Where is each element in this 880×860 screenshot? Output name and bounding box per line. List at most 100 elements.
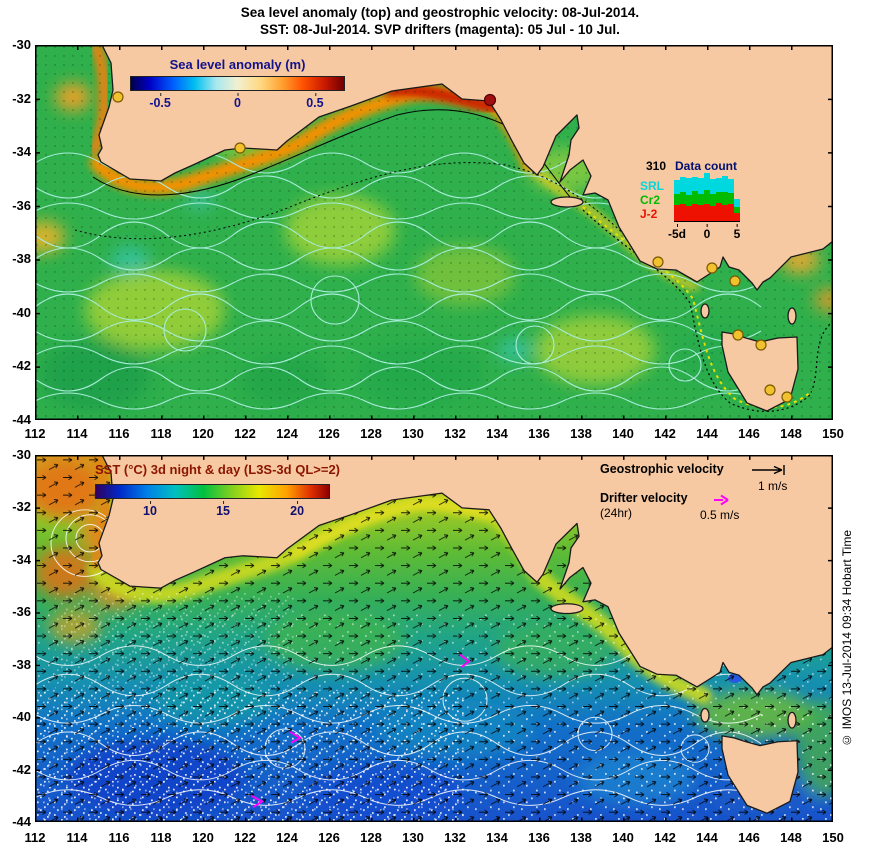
legend-srl: SRL	[640, 179, 664, 193]
sla-field-svg	[35, 45, 833, 420]
y-tick-label: -32	[12, 90, 31, 106]
data-count-max-value: 310	[646, 159, 667, 173]
x-tick-label: 126	[318, 426, 340, 441]
sla-colorbar-tick: -0.5	[149, 93, 171, 110]
x-tick-label: 144	[696, 830, 718, 845]
sla-colorbar-tick: 0	[234, 93, 241, 110]
sst-colorbar-tick: 20	[290, 501, 305, 518]
imos-watermark-text: © IMOS 13-Jul-2014 09:34 Hobart Time	[840, 530, 854, 747]
data-count-segment-j2	[728, 204, 734, 221]
data-count-segment-cr2	[728, 193, 734, 204]
sst-colorbar-title: SST (°C) 3d night & day (L3S-3d QL>=2)	[95, 462, 341, 477]
land-australia	[97, 455, 833, 814]
sst-map-x-axis: 112 114 116 118 120 122 124 126 128 130 132 134 136 1…	[14, 830, 854, 846]
x-tick-label: 130	[402, 830, 424, 845]
x-tick-label: 136	[528, 426, 550, 441]
x-tick-label: 140	[612, 426, 634, 441]
sla-colorbar-ticks: -0.5 0 0.5	[130, 93, 345, 110]
data-count-bar	[716, 178, 722, 221]
x-tick-label: 142	[654, 830, 676, 845]
sst-axes-frame	[35, 455, 833, 822]
x-tick-label: 134	[486, 426, 508, 441]
data-count-bar	[704, 173, 710, 221]
data-count-segment-srl	[734, 199, 740, 207]
legend-cr2: Cr2	[640, 193, 661, 207]
sst-colorbar	[95, 484, 330, 499]
y-tick-label: -34	[12, 144, 31, 160]
data-count-bar	[734, 199, 740, 221]
y-tick-label: -34	[12, 551, 31, 567]
y-tick-label: -30	[12, 447, 31, 462]
data-count-histogram	[674, 173, 740, 222]
legend-j2: J-2	[640, 207, 658, 221]
x-tick-label: 118	[150, 426, 172, 441]
sst-colorbar-tick: 15	[216, 501, 231, 518]
figure-title-line1: Sea level anomaly (top) and geostrophic …	[240, 5, 640, 20]
drifter-velocity-label: Drifter velocity	[600, 491, 688, 505]
x-tick-label: 150	[822, 426, 844, 441]
y-tick-label: -42	[12, 358, 31, 374]
x-tick-label: 148	[780, 426, 802, 441]
data-count-segment-cr2	[734, 207, 740, 213]
y-tick-label: -44	[12, 813, 31, 829]
drifter-scale-label: 0.5 m/s	[700, 508, 740, 522]
data-count-segment-srl	[728, 179, 734, 193]
x-tick-label: 128	[360, 426, 382, 441]
x-tick-label: 114	[66, 830, 88, 845]
data-count-segment-j2	[710, 206, 716, 221]
data-count-segment-srl	[674, 180, 680, 194]
x-tick-label: 120	[192, 830, 214, 845]
sla-colorbar	[130, 76, 345, 91]
data-count-bar	[686, 178, 692, 221]
data-count-segment-j2	[680, 204, 686, 221]
sst-map-y-axis: -30 -32 -34 -36 -38 -40 -42 -44	[0, 447, 31, 830]
data-count-segment-cr2	[722, 192, 728, 205]
geostrophic-arrow-icon	[752, 465, 785, 475]
drifter-arrow-icon	[714, 494, 729, 506]
y-tick-label: -38	[12, 656, 31, 672]
data-count-segment-srl	[710, 179, 716, 194]
data-count-segment-cr2	[716, 192, 722, 203]
drifter-markers	[112, 91, 793, 403]
imos-watermark: © IMOS 13-Jul-2014 09:34 Hobart Time	[836, 455, 858, 822]
x-tick-label: 132	[444, 830, 466, 845]
x-tick-label: 124	[276, 830, 298, 845]
data-count-segment-srl	[698, 178, 704, 194]
data-count-segment-j2	[722, 205, 728, 221]
x-tick-label: 122	[234, 830, 256, 845]
x-tick-label: 118	[150, 830, 172, 845]
data-count-bar	[698, 178, 704, 221]
x-tick-label: 114	[66, 426, 88, 441]
data-count-bar	[674, 180, 680, 221]
y-tick-label: -32	[12, 499, 31, 515]
sla-axes-frame	[35, 45, 833, 420]
drifter-window-label: (24hr)	[600, 506, 633, 520]
x-tick-label: 116	[108, 830, 130, 845]
data-count-segment-srl	[686, 178, 692, 195]
y-tick-label: -42	[12, 761, 31, 777]
sla-colorbar-title: Sea level anomaly (m)	[169, 57, 306, 72]
data-count-bar	[728, 179, 734, 221]
data-count-segment-srl	[680, 177, 686, 192]
data-count-segment-cr2	[698, 194, 704, 205]
y-tick-label: -36	[12, 604, 31, 620]
x-tick-label: 146	[738, 830, 760, 845]
x-tick-label: 150	[822, 830, 844, 845]
x-tick-label: 112	[24, 830, 46, 845]
sst-colorbar-ticks: 10 15 20	[95, 501, 330, 518]
data-count-segment-j2	[674, 205, 680, 221]
velocity-legend: Geostrophic velocity 1 m/s Drifter veloc…	[600, 460, 830, 530]
y-tick-label: -44	[12, 411, 31, 427]
data-count-segment-j2	[686, 206, 692, 221]
x-tick-label: 132	[444, 426, 466, 441]
x-tick-label: 130	[402, 426, 424, 441]
data-count-inset: 310 Data count SRL Cr2 J-2 -5d 0 5	[638, 157, 760, 245]
data-count-segment-srl	[704, 173, 710, 190]
data-count-segment-j2	[698, 205, 704, 221]
data-count-segment-j2	[704, 204, 710, 221]
data-count-bar	[680, 177, 686, 221]
svp-drifter-tracks	[250, 653, 471, 809]
data-count-segment-cr2	[674, 194, 680, 205]
x-tick-label: 146	[738, 426, 760, 441]
x-tick-label: 116	[108, 426, 130, 441]
